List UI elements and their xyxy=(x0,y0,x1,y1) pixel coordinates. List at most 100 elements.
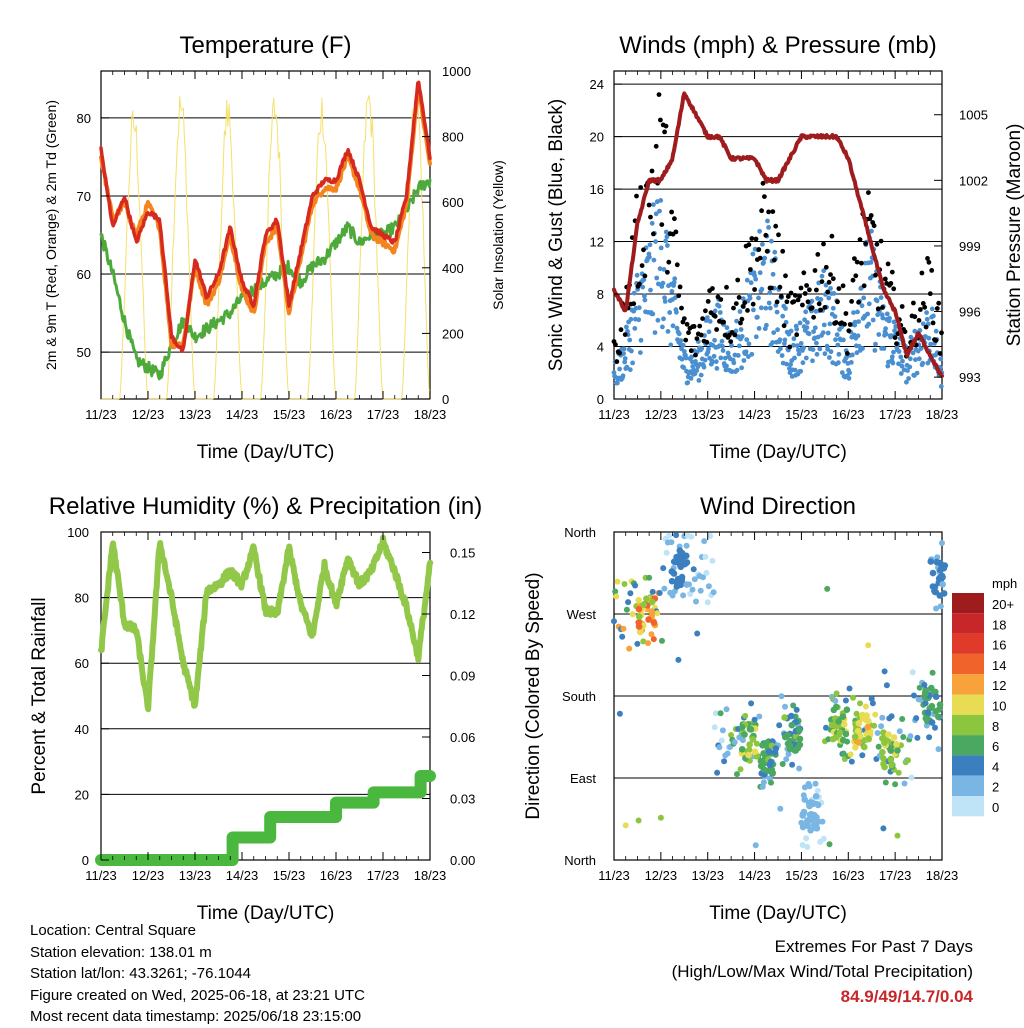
wind-point xyxy=(798,341,804,346)
wind-point xyxy=(878,295,884,300)
direction-point xyxy=(859,752,866,759)
wind-point xyxy=(800,360,806,366)
direction-point xyxy=(799,823,807,831)
wind-point xyxy=(647,242,653,248)
direction-point xyxy=(908,774,915,781)
wind-point xyxy=(707,319,713,324)
gust-point xyxy=(688,348,694,354)
speed-legend: mph 20+ 18 16 14 12 10 8 6 4 2 0 xyxy=(952,576,1017,817)
gust-point xyxy=(823,264,829,270)
wind-point xyxy=(884,311,890,317)
direction-point xyxy=(632,582,639,589)
direction-point xyxy=(705,583,712,590)
direction-point xyxy=(783,756,790,763)
gust-point xyxy=(807,287,812,293)
wind-point xyxy=(660,324,665,330)
wind-point xyxy=(916,356,922,362)
gust-point xyxy=(641,247,646,253)
wind-point xyxy=(770,340,775,345)
direction-point xyxy=(737,766,744,773)
wind-point xyxy=(658,198,664,203)
legend-swatch xyxy=(952,593,984,614)
wind-point xyxy=(766,300,772,306)
wind-point xyxy=(892,328,897,334)
gust-point xyxy=(672,216,677,222)
wind-point xyxy=(889,354,895,360)
gust-point xyxy=(705,299,711,304)
wind-point xyxy=(851,310,856,315)
recent-timestamp: Most recent data timestamp: 2025/06/18 2… xyxy=(30,1008,362,1025)
gust-point xyxy=(774,299,780,305)
direction-point xyxy=(749,736,757,743)
wind-point xyxy=(638,350,643,355)
direction-point xyxy=(810,811,818,819)
wind-point xyxy=(718,355,724,361)
direction-point xyxy=(840,721,848,728)
hum-ytick-label: 20 xyxy=(75,787,89,802)
legend-swatch xyxy=(952,714,984,736)
wind-point xyxy=(632,326,638,331)
wind-point xyxy=(670,323,676,329)
temp-xtick-label: 17/23 xyxy=(367,407,400,422)
gust-point xyxy=(618,327,624,333)
wind-xtick-label: 13/23 xyxy=(691,407,724,422)
wind-point xyxy=(640,284,646,290)
wind-point xyxy=(719,338,725,344)
direction-point xyxy=(619,633,626,640)
wind-point xyxy=(665,243,670,248)
wind-point xyxy=(836,360,841,366)
direction-point xyxy=(935,746,942,753)
wind-point xyxy=(783,306,788,311)
direction-point xyxy=(932,708,940,715)
direction-point xyxy=(688,533,695,540)
wind-point xyxy=(810,358,815,364)
wind-point xyxy=(913,357,918,363)
wind-point xyxy=(634,272,640,278)
wind-point xyxy=(826,295,832,301)
direction-point xyxy=(888,713,895,720)
temp-y2tick-label: 600 xyxy=(442,195,464,210)
direction-point xyxy=(646,574,653,581)
direction-point xyxy=(622,822,629,829)
wind-point xyxy=(679,356,685,362)
hum-xtick-label: 15/23 xyxy=(273,868,306,883)
temp-y2tick-label: 400 xyxy=(442,261,464,276)
direction-point xyxy=(741,731,748,738)
gust-point xyxy=(613,342,618,347)
wind-point xyxy=(831,291,837,296)
wind-point xyxy=(704,315,710,320)
hum-xtick-label: 16/23 xyxy=(320,868,353,883)
gust-point xyxy=(857,237,863,243)
direction-point xyxy=(875,743,882,750)
temp-xtick-label: 11/23 xyxy=(85,407,117,422)
solar-insolation-line xyxy=(100,86,431,400)
gust-point xyxy=(703,308,708,314)
hum-y2tick-label: 0.00 xyxy=(450,853,475,868)
direction-point xyxy=(767,758,775,766)
wind-point xyxy=(898,371,904,376)
direction-point xyxy=(625,599,632,606)
direction-point xyxy=(613,593,620,600)
wind-point xyxy=(883,326,888,331)
wind-point xyxy=(694,368,700,373)
gust-point xyxy=(759,208,764,214)
direction-point xyxy=(760,779,767,786)
gust-point xyxy=(866,190,871,196)
wind-point xyxy=(796,351,802,357)
wind-point xyxy=(900,358,905,364)
wind-point xyxy=(846,375,852,381)
direction-point xyxy=(719,727,726,734)
hum-y2tick-label: 0.06 xyxy=(450,730,475,745)
direction-point xyxy=(928,719,936,726)
wind-point xyxy=(920,321,926,327)
gust-point xyxy=(683,337,689,343)
wind-point xyxy=(782,337,788,343)
gust-point xyxy=(684,321,690,327)
gust-point xyxy=(764,248,770,254)
wind-point xyxy=(710,359,715,365)
direction-point xyxy=(704,599,711,606)
gust-point xyxy=(880,305,885,310)
wind-point xyxy=(924,316,930,322)
gust-point xyxy=(809,305,815,311)
